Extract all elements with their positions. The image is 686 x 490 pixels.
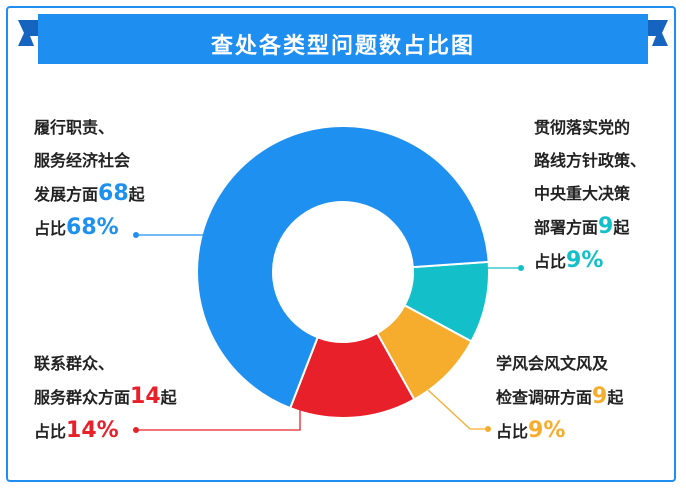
label-blue-line3: 发展方面68起 [34,177,145,211]
label-orange-line2-text: 检查调研方面 [496,388,593,407]
label-orange-count: 9 [592,384,608,409]
leader-line-orange [427,389,488,430]
label-teal-line4: 部署方面9起 [534,210,646,244]
label-red-line3: 占比14% [34,414,177,448]
label-teal-line2: 路线方针政策、 [534,151,647,170]
label-blue-count: 68 [98,181,129,206]
label-orange-pct-prefix: 占比 [496,422,529,441]
label-red-pct-prefix: 占比 [34,422,67,441]
label-red-pct: 14% [66,418,119,443]
label-teal-pct: 9% [566,248,604,273]
label-orange-line3: 占比9% [496,414,623,448]
label-blue-unit: 起 [128,185,145,204]
label-blue: 履行职责、 服务经济社会 发展方面68起 占比68% [34,111,145,245]
label-teal-line4-text: 部署方面 [534,218,599,237]
label-red-line2-text: 服务群众方面 [34,388,131,407]
label-teal-unit: 起 [613,218,630,237]
label-orange: 学风会风文风及 检查调研方面9起 占比9% [496,347,623,448]
leader-dot-blue [133,232,139,238]
label-teal-line3: 中央重大决策 [534,184,631,203]
leader-dot-orange [485,426,491,432]
label-red-count: 14 [130,384,161,409]
leader-dot-teal [518,265,524,271]
label-blue-line2: 服务经济社会 [34,151,131,170]
label-teal-line5: 占比9% [534,244,646,278]
label-red-line1: 联系群众、 [34,354,115,373]
label-orange-line1: 学风会风文风及 [496,354,609,373]
label-orange-pct: 9% [528,418,566,443]
label-blue-line1: 履行职责、 [34,118,115,137]
label-teal-pct-prefix: 占比 [534,252,567,271]
leader-line-red [136,408,301,431]
label-red: 联系群众、 服务群众方面14起 占比14% [34,347,177,448]
label-teal-line1: 贯彻落实党的 [534,118,631,137]
label-blue-pct-prefix: 占比 [34,219,67,238]
label-teal-count: 9 [598,214,614,239]
label-blue-line4: 占比68% [34,211,145,245]
slice-blue [196,125,490,410]
chart-title: 查处各类型问题数占比图 [210,34,475,59]
label-blue-line3-text: 发展方面 [34,185,99,204]
label-teal: 贯彻落实党的 路线方针政策、 中央重大决策 部署方面9起 占比9% [534,111,646,278]
label-blue-pct: 68% [66,215,119,240]
leader-lines [133,232,524,433]
label-orange-line2: 检查调研方面9起 [496,380,623,414]
label-red-unit: 起 [160,388,177,407]
leader-dot-red [133,427,139,433]
outer-frame [6,6,676,482]
label-red-line2: 服务群众方面14起 [34,380,177,414]
label-orange-unit: 起 [607,388,624,407]
title-banner [18,14,668,64]
